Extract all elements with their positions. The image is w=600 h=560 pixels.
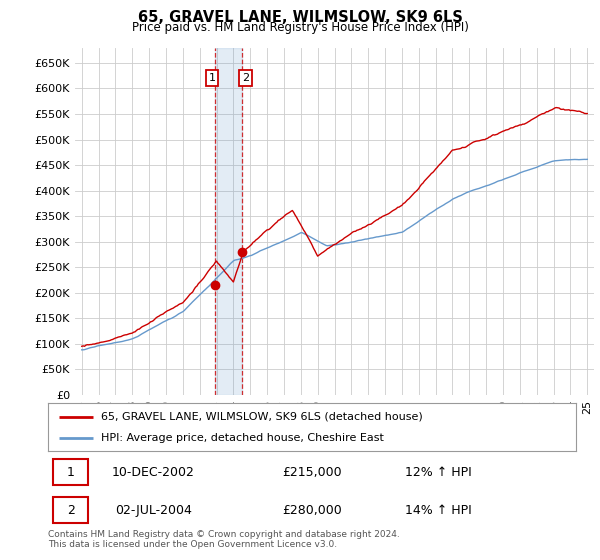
Text: 1: 1 xyxy=(67,465,74,479)
Bar xyxy=(215,48,242,395)
Text: 2: 2 xyxy=(242,73,249,83)
FancyBboxPatch shape xyxy=(53,497,88,523)
Text: 2: 2 xyxy=(67,503,74,517)
Text: 02-JUL-2004: 02-JUL-2004 xyxy=(115,503,192,517)
Text: 10-DEC-2002: 10-DEC-2002 xyxy=(112,465,195,479)
Text: HPI: Average price, detached house, Cheshire East: HPI: Average price, detached house, Ches… xyxy=(101,433,383,444)
Text: Price paid vs. HM Land Registry's House Price Index (HPI): Price paid vs. HM Land Registry's House … xyxy=(131,21,469,34)
Text: £215,000: £215,000 xyxy=(282,465,342,479)
Text: 14% ↑ HPI: 14% ↑ HPI xyxy=(406,503,472,517)
Text: 12% ↑ HPI: 12% ↑ HPI xyxy=(406,465,472,479)
FancyBboxPatch shape xyxy=(53,459,88,485)
Text: Contains HM Land Registry data © Crown copyright and database right 2024.
This d: Contains HM Land Registry data © Crown c… xyxy=(48,530,400,549)
Text: 65, GRAVEL LANE, WILMSLOW, SK9 6LS (detached house): 65, GRAVEL LANE, WILMSLOW, SK9 6LS (deta… xyxy=(101,412,422,422)
Text: £280,000: £280,000 xyxy=(282,503,342,517)
Text: 1: 1 xyxy=(209,73,215,83)
Text: 65, GRAVEL LANE, WILMSLOW, SK9 6LS: 65, GRAVEL LANE, WILMSLOW, SK9 6LS xyxy=(137,10,463,25)
